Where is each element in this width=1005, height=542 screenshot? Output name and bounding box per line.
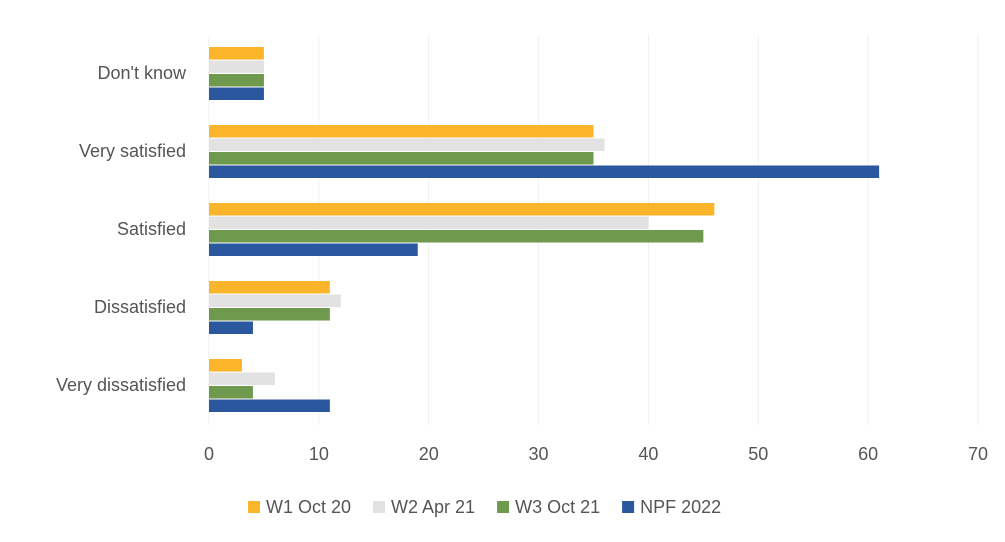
bar	[209, 74, 264, 87]
bar	[209, 230, 704, 243]
bar	[209, 152, 594, 165]
bar	[209, 138, 605, 151]
bar	[209, 47, 264, 60]
legend-swatch	[248, 501, 260, 513]
y-tick-label: Don't know	[98, 63, 187, 83]
x-tick-label: 10	[309, 444, 329, 464]
y-tick-label: Very satisfied	[79, 141, 186, 161]
bar	[209, 203, 715, 216]
x-tick-label: 30	[529, 444, 549, 464]
legend-swatch	[622, 501, 635, 513]
bar	[209, 87, 264, 100]
bar	[209, 386, 253, 399]
bar	[209, 359, 242, 372]
legend-label: W2 Apr 21	[391, 497, 475, 517]
bar	[209, 125, 594, 138]
bar	[209, 308, 330, 321]
bar	[209, 321, 253, 334]
x-tick-label: 50	[748, 444, 768, 464]
legend-swatch	[373, 501, 386, 513]
y-tick-label: Very dissatisfied	[56, 375, 186, 395]
bar	[209, 399, 330, 412]
y-tick-label: Dissatisfied	[94, 297, 186, 317]
bar	[209, 216, 649, 229]
x-tick-label: 60	[858, 444, 878, 464]
x-tick-label: 40	[638, 444, 658, 464]
bar	[209, 60, 264, 73]
legend-label: NPF 2022	[640, 497, 721, 517]
y-tick-label: Satisfied	[117, 219, 186, 239]
x-tick-label: 20	[419, 444, 439, 464]
bar	[209, 165, 880, 178]
legend-label: W1 Oct 20	[266, 497, 351, 517]
legend-label: W3 Oct 21	[515, 497, 600, 517]
x-tick-label: 70	[968, 444, 988, 464]
bar	[209, 281, 330, 294]
bar	[209, 372, 275, 385]
bar	[209, 243, 418, 256]
legend-swatch	[497, 501, 510, 513]
x-tick-label: 0	[204, 444, 214, 464]
bar	[209, 294, 341, 307]
